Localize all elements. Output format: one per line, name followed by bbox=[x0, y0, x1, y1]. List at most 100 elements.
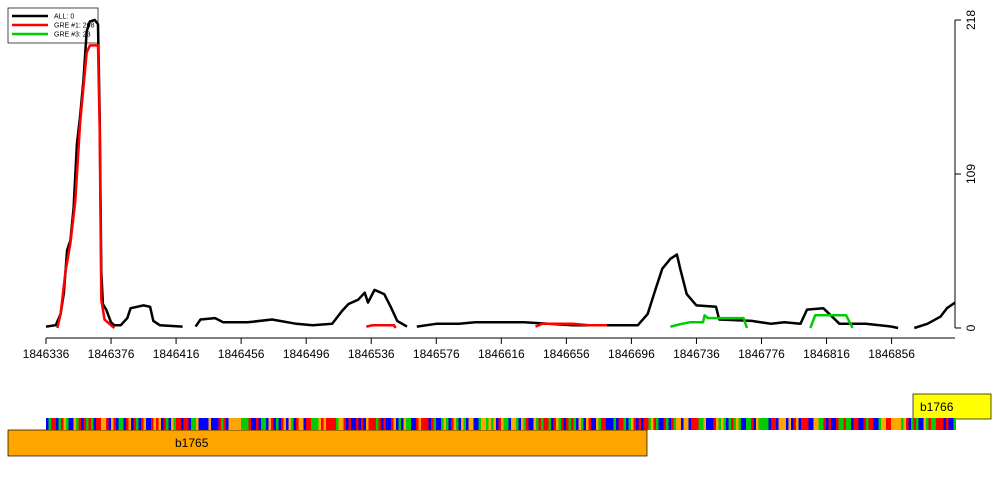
sequence-base bbox=[206, 418, 209, 430]
sequence-base bbox=[318, 418, 321, 430]
sequence-base bbox=[328, 418, 331, 430]
x-tick-label: 1846576 bbox=[413, 347, 460, 361]
sequence-base bbox=[596, 418, 599, 430]
sequence-base bbox=[808, 418, 811, 430]
x-tick-label: 1846496 bbox=[283, 347, 330, 361]
sequence-base bbox=[791, 418, 794, 430]
gene-label: b1766 bbox=[920, 400, 954, 414]
sequence-base bbox=[498, 418, 501, 430]
sequence-base bbox=[91, 418, 94, 430]
sequence-base bbox=[611, 418, 614, 430]
sequence-base bbox=[71, 418, 74, 430]
sequence-base bbox=[601, 418, 604, 430]
sequence-base bbox=[188, 418, 191, 430]
sequence-base bbox=[953, 418, 956, 430]
sequence-base bbox=[673, 418, 676, 430]
sequence-base bbox=[56, 418, 59, 430]
y-tick-label: 0 bbox=[964, 324, 978, 331]
sequence-base bbox=[153, 418, 156, 430]
sequence-base bbox=[416, 418, 419, 430]
sequence-base bbox=[261, 418, 264, 430]
sequence-base bbox=[333, 418, 336, 430]
sequence-base bbox=[701, 418, 704, 430]
sequence-base bbox=[951, 418, 954, 430]
sequence-base bbox=[388, 418, 391, 430]
x-tick-label: 1846816 bbox=[803, 347, 850, 361]
legend: ALL: 0 GRE #1: 208 GRE #3: 23 bbox=[7, 7, 99, 44]
sequence-base bbox=[903, 418, 906, 430]
sequence-base bbox=[828, 418, 831, 430]
sequence-base bbox=[403, 418, 406, 430]
sequence-base bbox=[368, 418, 371, 430]
sequence-base bbox=[511, 418, 514, 430]
sequence-base bbox=[478, 418, 481, 430]
sequence-base bbox=[776, 418, 779, 430]
sequence-base bbox=[818, 418, 821, 430]
sequence-base bbox=[841, 418, 844, 430]
sequence-base bbox=[313, 418, 316, 430]
sequence-base bbox=[406, 418, 409, 430]
sequence-base bbox=[381, 418, 384, 430]
sequence-base bbox=[816, 418, 819, 430]
sequence-base bbox=[698, 418, 701, 430]
sequence-base bbox=[476, 418, 479, 430]
sequence-base bbox=[518, 418, 521, 430]
sequence-base bbox=[366, 418, 369, 430]
sequence-base bbox=[68, 418, 71, 430]
sequence-base bbox=[718, 418, 721, 430]
sequence-base bbox=[273, 418, 276, 430]
x-tick-label: 1846856 bbox=[868, 347, 915, 361]
series-line bbox=[56, 44, 607, 329]
sequence-base bbox=[926, 418, 929, 430]
sequence-base bbox=[336, 418, 339, 430]
sequence-base bbox=[663, 418, 666, 430]
sequence-base bbox=[438, 418, 441, 430]
sequence-base bbox=[606, 418, 609, 430]
sequence-base bbox=[311, 418, 314, 430]
sequence-base bbox=[741, 418, 744, 430]
sequence-base bbox=[266, 418, 269, 430]
sequence-base bbox=[396, 418, 399, 430]
sequence-base bbox=[863, 418, 866, 430]
sequence-base bbox=[568, 418, 571, 430]
sequence-base bbox=[116, 418, 119, 430]
sequence-base bbox=[811, 418, 814, 430]
sequence-base bbox=[901, 418, 904, 430]
sequence-base bbox=[908, 418, 911, 430]
sequence-base bbox=[708, 418, 711, 430]
sequence-base bbox=[471, 418, 474, 430]
sequence-base bbox=[491, 418, 494, 430]
sequence-base bbox=[506, 418, 509, 430]
sequence-base bbox=[688, 418, 691, 430]
sequence-base bbox=[658, 418, 661, 430]
sequence-base bbox=[866, 418, 869, 430]
legend-label: GRE #1: 208 bbox=[54, 23, 95, 30]
sequence-base bbox=[233, 418, 236, 430]
sequence-base bbox=[226, 418, 229, 430]
sequence-base bbox=[778, 418, 781, 430]
sequence-base bbox=[546, 418, 549, 430]
sequence-base bbox=[253, 418, 256, 430]
sequence-base bbox=[496, 418, 499, 430]
sequence-base bbox=[913, 418, 916, 430]
sequence-base bbox=[738, 418, 741, 430]
sequence-base bbox=[126, 418, 129, 430]
sequence-base bbox=[773, 418, 776, 430]
sequence-base bbox=[748, 418, 751, 430]
sequence-base bbox=[623, 418, 626, 430]
sequence-base bbox=[526, 418, 529, 430]
sequence-base bbox=[886, 418, 889, 430]
sequence-base bbox=[231, 418, 234, 430]
sequence-base bbox=[843, 418, 846, 430]
sequence-base bbox=[486, 418, 489, 430]
sequence-base bbox=[678, 418, 681, 430]
sequence-base bbox=[216, 418, 219, 430]
sequence-base bbox=[356, 418, 359, 430]
sequence-base bbox=[51, 418, 54, 430]
sequence-base bbox=[806, 418, 809, 430]
sequence-base bbox=[281, 418, 284, 430]
sequence-base bbox=[248, 418, 251, 430]
sequence-base bbox=[851, 418, 854, 430]
sequence-base bbox=[278, 418, 281, 430]
y-tick-label: 109 bbox=[964, 164, 978, 184]
